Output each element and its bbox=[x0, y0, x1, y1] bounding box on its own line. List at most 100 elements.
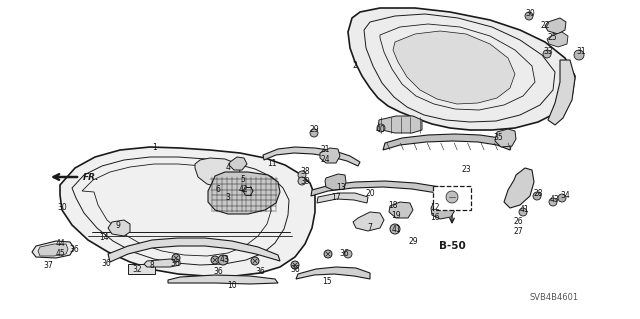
Text: 28: 28 bbox=[533, 189, 543, 197]
Text: 3: 3 bbox=[225, 192, 230, 202]
Text: 27: 27 bbox=[513, 227, 523, 236]
Text: 20: 20 bbox=[365, 189, 375, 197]
Text: B-50: B-50 bbox=[438, 241, 465, 251]
Text: 12: 12 bbox=[430, 204, 440, 212]
Text: 10: 10 bbox=[227, 280, 237, 290]
Text: 25: 25 bbox=[547, 33, 557, 41]
Circle shape bbox=[324, 250, 332, 258]
Text: 17: 17 bbox=[331, 194, 341, 203]
Text: 16: 16 bbox=[430, 213, 440, 222]
Polygon shape bbox=[144, 259, 180, 267]
Polygon shape bbox=[128, 264, 155, 274]
Circle shape bbox=[533, 192, 541, 200]
Polygon shape bbox=[317, 193, 368, 203]
Text: 21: 21 bbox=[320, 145, 330, 154]
Circle shape bbox=[446, 191, 458, 203]
Text: 45: 45 bbox=[55, 249, 65, 258]
Text: 18: 18 bbox=[388, 202, 397, 211]
Text: 5: 5 bbox=[241, 175, 245, 184]
Text: 36: 36 bbox=[170, 258, 180, 268]
Circle shape bbox=[291, 261, 299, 269]
Circle shape bbox=[218, 255, 228, 265]
Polygon shape bbox=[108, 220, 130, 236]
Polygon shape bbox=[168, 275, 278, 284]
Polygon shape bbox=[431, 200, 455, 219]
Text: 8: 8 bbox=[150, 262, 154, 271]
Circle shape bbox=[172, 254, 180, 262]
Polygon shape bbox=[263, 147, 360, 166]
Polygon shape bbox=[38, 244, 68, 256]
Text: 32: 32 bbox=[132, 265, 142, 275]
Text: 23: 23 bbox=[461, 166, 471, 174]
Text: SVB4B4601: SVB4B4601 bbox=[530, 293, 579, 302]
Text: 36: 36 bbox=[339, 249, 349, 257]
Polygon shape bbox=[545, 18, 566, 34]
Text: 22: 22 bbox=[540, 20, 550, 29]
Polygon shape bbox=[383, 134, 512, 150]
Circle shape bbox=[344, 250, 352, 258]
Polygon shape bbox=[229, 157, 247, 170]
Polygon shape bbox=[325, 174, 346, 190]
Text: 38: 38 bbox=[300, 167, 310, 176]
Text: 30: 30 bbox=[57, 204, 67, 212]
Polygon shape bbox=[195, 158, 240, 187]
Text: 29: 29 bbox=[309, 125, 319, 135]
Polygon shape bbox=[296, 267, 370, 279]
Text: 36: 36 bbox=[69, 246, 79, 255]
Text: FR.: FR. bbox=[83, 173, 99, 182]
Polygon shape bbox=[60, 147, 315, 276]
Text: 42: 42 bbox=[238, 186, 248, 195]
Circle shape bbox=[310, 129, 318, 137]
Text: 11: 11 bbox=[268, 159, 276, 167]
Circle shape bbox=[525, 12, 533, 20]
Polygon shape bbox=[353, 212, 384, 231]
Text: 7: 7 bbox=[367, 222, 372, 232]
Text: 41: 41 bbox=[519, 205, 529, 214]
Text: 43: 43 bbox=[550, 196, 560, 204]
Text: 40: 40 bbox=[376, 125, 386, 135]
Circle shape bbox=[211, 256, 219, 264]
Text: 15: 15 bbox=[322, 277, 332, 286]
Text: 1: 1 bbox=[152, 144, 157, 152]
Text: 33: 33 bbox=[543, 48, 553, 56]
Circle shape bbox=[298, 177, 306, 185]
Polygon shape bbox=[32, 241, 74, 258]
Circle shape bbox=[251, 257, 259, 265]
Polygon shape bbox=[320, 148, 340, 163]
Circle shape bbox=[543, 50, 551, 58]
Circle shape bbox=[549, 198, 557, 206]
Text: 36: 36 bbox=[101, 258, 111, 268]
Text: 39: 39 bbox=[300, 176, 310, 186]
Circle shape bbox=[519, 208, 527, 216]
Text: 6: 6 bbox=[216, 186, 220, 195]
Circle shape bbox=[377, 124, 385, 132]
Polygon shape bbox=[548, 60, 575, 125]
Text: 41: 41 bbox=[391, 225, 401, 234]
Circle shape bbox=[558, 194, 566, 202]
Polygon shape bbox=[504, 168, 534, 208]
Polygon shape bbox=[393, 31, 515, 104]
Text: 43: 43 bbox=[220, 255, 230, 263]
Polygon shape bbox=[495, 129, 516, 147]
Text: 37: 37 bbox=[43, 261, 53, 270]
Text: 26: 26 bbox=[513, 218, 523, 226]
Polygon shape bbox=[378, 116, 422, 133]
Text: 31: 31 bbox=[576, 48, 586, 56]
Text: 36: 36 bbox=[255, 268, 265, 277]
Text: 24: 24 bbox=[320, 155, 330, 165]
Text: 9: 9 bbox=[116, 220, 120, 229]
Polygon shape bbox=[348, 8, 575, 130]
Text: 44: 44 bbox=[55, 240, 65, 249]
Text: 29: 29 bbox=[408, 236, 418, 246]
Text: 13: 13 bbox=[336, 183, 346, 192]
Text: 34: 34 bbox=[560, 191, 570, 201]
Text: 19: 19 bbox=[391, 211, 401, 219]
Text: 14: 14 bbox=[99, 233, 109, 241]
Circle shape bbox=[390, 224, 400, 234]
Circle shape bbox=[298, 171, 306, 179]
Polygon shape bbox=[389, 202, 413, 218]
Text: 36: 36 bbox=[213, 268, 223, 277]
FancyBboxPatch shape bbox=[433, 186, 471, 210]
Polygon shape bbox=[547, 32, 568, 47]
Polygon shape bbox=[311, 181, 455, 198]
